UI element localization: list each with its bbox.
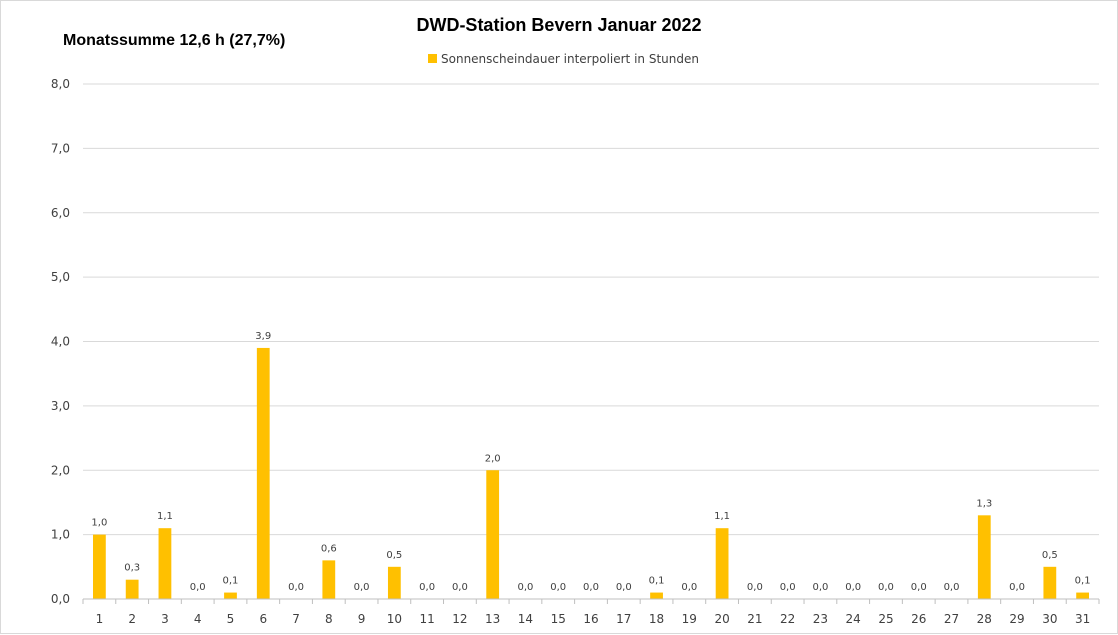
data-label: 0,1 (1075, 576, 1091, 587)
bar-day-6 (256, 347, 270, 599)
legend-label: Sonnenscheindauer interpoliert in Stunde… (441, 52, 699, 66)
bar-day-18 (650, 592, 663, 599)
chart-title: DWD-Station Bevern Januar 2022 (416, 15, 701, 35)
x-tick-label: 14 (518, 612, 533, 626)
data-label: 0,0 (747, 582, 763, 593)
data-label: 0,0 (1009, 582, 1025, 593)
data-label: 0,3 (124, 563, 140, 574)
x-tick-label: 15 (551, 612, 566, 626)
x-tick-label: 2 (128, 612, 136, 626)
y-tick-label: 3,0 (51, 399, 70, 413)
bar-day-2 (125, 579, 139, 599)
data-label: 0,5 (386, 550, 402, 561)
bar-day-31 (1076, 592, 1090, 599)
y-tick-label: 5,0 (51, 270, 70, 284)
bar-day-10 (387, 566, 401, 599)
data-label: 0,0 (845, 582, 861, 593)
x-tick-label: 30 (1042, 612, 1057, 626)
x-tick-label: 1 (96, 612, 104, 626)
bar-day-28 (977, 515, 991, 599)
data-label: 0,1 (649, 576, 665, 587)
data-label: 1,1 (157, 511, 173, 522)
x-tick-label: 17 (616, 612, 631, 626)
x-tick-label: 7 (292, 612, 300, 626)
bar-day-20 (715, 528, 729, 599)
x-tick-label: 18 (649, 612, 664, 626)
x-tick-label: 24 (846, 612, 861, 626)
y-tick-label: 1,0 (51, 528, 70, 542)
data-label: 0,6 (321, 543, 337, 554)
legend: Sonnenscheindauer interpoliert in Stunde… (428, 52, 699, 66)
x-tick-label: 25 (878, 612, 893, 626)
x-tick-label: 21 (747, 612, 762, 626)
bar-day-5 (224, 592, 237, 599)
x-tick-label: 20 (714, 612, 729, 626)
bar-day-13 (486, 470, 500, 599)
x-tick-label: 29 (1009, 612, 1024, 626)
data-label: 0,0 (452, 582, 468, 593)
data-label: 2,0 (485, 453, 501, 464)
bar-day-30 (1043, 566, 1057, 599)
data-label: 0,0 (878, 582, 894, 593)
x-tick-label: 3 (161, 612, 169, 626)
y-tick-label: 6,0 (51, 206, 70, 220)
x-tick-label: 19 (682, 612, 697, 626)
x-tick-label: 11 (419, 612, 434, 626)
x-tick-label: 10 (387, 612, 402, 626)
bars (92, 347, 1090, 599)
x-tick-label: 27 (944, 612, 959, 626)
data-label: 0,0 (812, 582, 828, 593)
y-axis: 0,0 1,0 2,0 3,0 4,0 5,0 6,0 7,0 8,0 (51, 77, 70, 606)
data-label: 0,0 (911, 582, 927, 593)
x-tick-label: 23 (813, 612, 828, 626)
bar-day-8 (322, 560, 336, 599)
data-label: 1,0 (91, 518, 107, 529)
data-label: 0,0 (780, 582, 796, 593)
x-tick-label: 8 (325, 612, 333, 626)
x-tick-label: 22 (780, 612, 795, 626)
data-label: 0,0 (190, 582, 206, 593)
y-tick-label: 4,0 (51, 335, 70, 349)
data-label: 0,0 (583, 582, 599, 593)
x-tick-label: 28 (977, 612, 992, 626)
grid (83, 83, 1099, 536)
x-tick-label: 9 (358, 612, 366, 626)
data-label: 0,0 (517, 582, 533, 593)
data-label: 0,0 (419, 582, 435, 593)
x-tick-label: 13 (485, 612, 500, 626)
y-tick-label: 2,0 (51, 463, 70, 477)
x-tick-label: 6 (259, 612, 267, 626)
data-label: 1,3 (976, 498, 992, 509)
data-label: 1,1 (714, 511, 730, 522)
data-label: 0,0 (550, 582, 566, 593)
data-label: 0,0 (288, 582, 304, 593)
bar-day-3 (158, 528, 172, 599)
chart-subtitle: Monatssumme 12,6 h (27,7%) (63, 32, 285, 49)
data-label: 0,5 (1042, 550, 1058, 561)
y-tick-label: 8,0 (51, 77, 70, 91)
data-label: 0,0 (681, 582, 697, 593)
y-tick-label: 0,0 (51, 592, 70, 606)
bar-day-1 (92, 534, 106, 599)
data-label: 0,1 (223, 576, 239, 587)
x-tick-label: 5 (227, 612, 235, 626)
x-tick-label: 31 (1075, 612, 1090, 626)
legend-swatch (428, 54, 437, 63)
x-tick-label: 4 (194, 612, 202, 626)
x-tick-label: 12 (452, 612, 467, 626)
data-label: 0,0 (944, 582, 960, 593)
data-label: 3,9 (255, 331, 271, 342)
x-axis: 1 2 3 4 5 6 7 8 9 10 11 12 13 14 15 16 17 18 19 20 21 22 23 24 2… (82, 598, 1100, 626)
data-labels: 1,0 0,3 1,1 0,0 0,1 3,9 0,0 0,6 0,0 0,5 0,0 0,0 2,0 0… (91, 331, 1090, 593)
data-label: 0,0 (616, 582, 632, 593)
x-tick-label: 26 (911, 612, 926, 626)
y-tick-label: 7,0 (51, 141, 70, 155)
data-label: 0,0 (354, 582, 370, 593)
x-tick-label: 16 (583, 612, 598, 626)
